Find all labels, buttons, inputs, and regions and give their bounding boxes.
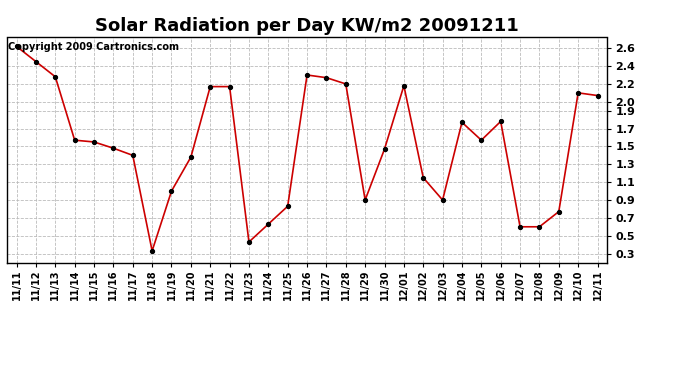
Title: Solar Radiation per Day KW/m2 20091211: Solar Radiation per Day KW/m2 20091211 <box>95 16 519 34</box>
Text: Copyright 2009 Cartronics.com: Copyright 2009 Cartronics.com <box>8 42 179 52</box>
